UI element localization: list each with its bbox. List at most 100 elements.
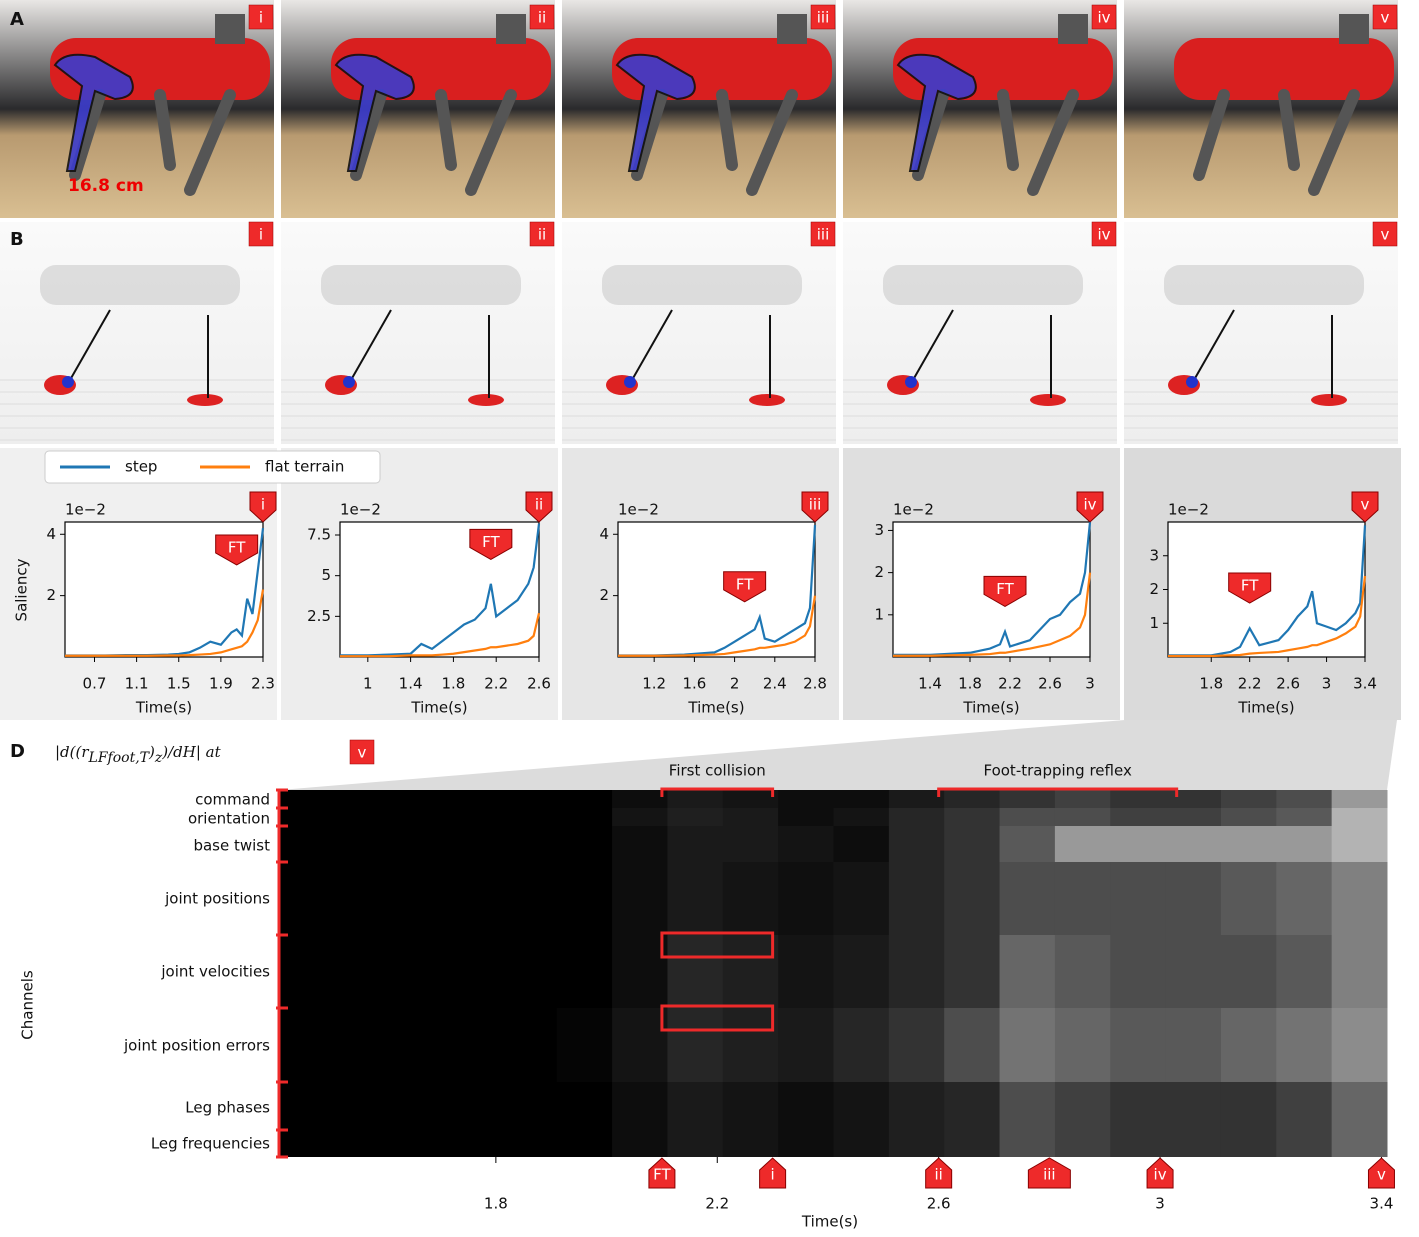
foot-dist (187, 394, 223, 406)
tag-box (1091, 221, 1117, 247)
heat-cell (778, 790, 834, 808)
heat-cell (335, 935, 392, 1008)
heat-cell (1331, 1130, 1388, 1157)
heat-cell (1276, 1130, 1333, 1157)
tag-box (248, 221, 274, 247)
x-tick-label: 1.8 (958, 675, 982, 693)
x-tick-label: 3.4 (1370, 1195, 1394, 1213)
x-tick-label: 2.2 (705, 1195, 729, 1213)
heat-cell (1331, 1008, 1388, 1082)
x-tick-label: 2.6 (927, 1195, 951, 1213)
force-arrow (350, 309, 392, 381)
ft-marker (215, 534, 259, 566)
y-tick-label: 2.5 (307, 607, 331, 625)
tag-marker (525, 491, 553, 523)
heat-cell (280, 826, 336, 862)
sim-bg (562, 222, 836, 444)
panel-title: |d((rLFfoot,T)z)/dH| at (55, 743, 222, 766)
heat-cell (446, 826, 502, 862)
x-axis-label: Time(s) (1237, 699, 1294, 717)
heat-cell (446, 1082, 502, 1130)
event-label: First collision (669, 762, 766, 780)
title-part: at (201, 743, 222, 761)
heat-cell (1165, 862, 1222, 935)
y-tick-label: 2 (599, 586, 609, 604)
heat-cell (833, 862, 890, 935)
sim-bg (843, 222, 1117, 444)
y-tick-label: 4 (599, 525, 609, 543)
heat-cell (1220, 826, 1277, 862)
robot-legs (350, 89, 517, 196)
heat-cell (1220, 790, 1277, 808)
heat-cell (556, 808, 613, 826)
scale-label: 1e−2 (340, 501, 381, 519)
tag-label: v (1381, 226, 1390, 244)
zoom-fan (280, 720, 1397, 790)
x-tick-label: 2 (730, 675, 740, 693)
heat-cell (335, 1008, 392, 1082)
tag-marker (1076, 491, 1104, 523)
title-part: LFfoot,T (88, 750, 151, 766)
ft-label: FT (736, 575, 754, 593)
x-tick-label: 1.1 (125, 675, 149, 693)
heat-cell (833, 790, 890, 808)
heat-cell (335, 862, 392, 935)
foot-dist (468, 394, 504, 406)
heat-cell (1165, 935, 1222, 1008)
channel-label: Leg frequencies (151, 1135, 270, 1153)
heat-cell (833, 826, 890, 862)
foot-dist (749, 394, 785, 406)
heat-cell (1276, 790, 1333, 808)
series-line (893, 572, 1092, 657)
tag-label: iii (817, 9, 830, 27)
time-marker (1367, 1157, 1395, 1189)
heat-cell (390, 826, 447, 862)
robot-legs (69, 89, 236, 196)
tag-box (349, 739, 375, 765)
force-arrow (1193, 309, 1235, 381)
heat-cell (944, 808, 1001, 826)
heat-cell (446, 1130, 502, 1157)
step-height: 16.8 cm (68, 176, 144, 196)
heat-cell (1054, 1130, 1111, 1157)
heat-cell (833, 808, 890, 826)
heat-cell (390, 1008, 447, 1082)
ft-marker (983, 575, 1027, 607)
heat-cell (1165, 1130, 1222, 1157)
series-line (340, 612, 541, 658)
foot (343, 376, 355, 388)
heat-cell (888, 790, 945, 808)
sim-bg (0, 222, 274, 444)
y-tick-label: 2 (1149, 580, 1159, 598)
x-tick-label: 3 (1085, 675, 1095, 693)
leg-overlay (53, 53, 134, 172)
x-tick-label: 1.8 (1199, 675, 1223, 693)
force-arrow (69, 309, 111, 381)
heat-cell (667, 935, 724, 1008)
heat-cell (888, 935, 945, 1008)
x-axis-label: Time(s) (410, 699, 467, 717)
heat-cell (556, 1008, 613, 1082)
heat-cell (1165, 1008, 1222, 1082)
series-line (65, 589, 265, 657)
x-tick-label: 2.2 (1238, 675, 1262, 693)
heat-cell (1220, 935, 1277, 1008)
heat-cell (722, 935, 779, 1008)
heat-cell (667, 808, 724, 826)
heat-cell (888, 1082, 945, 1130)
scale-label: 1e−2 (893, 501, 934, 519)
tag-label: i (261, 496, 265, 514)
heat-cell (833, 1082, 890, 1130)
sim-bg (1124, 222, 1398, 444)
panel-letter: D (10, 741, 25, 762)
heat-cell (1110, 1130, 1167, 1157)
heat-cell (1220, 862, 1277, 935)
heat-cell (1276, 1008, 1333, 1082)
series-line (893, 521, 1092, 656)
heat-cell (1165, 808, 1222, 826)
heat-cell (667, 862, 724, 935)
heat-cell (888, 1130, 945, 1157)
event-bracket (937, 787, 1179, 797)
heat-cell (1276, 862, 1333, 935)
heat-cell (944, 790, 1001, 808)
